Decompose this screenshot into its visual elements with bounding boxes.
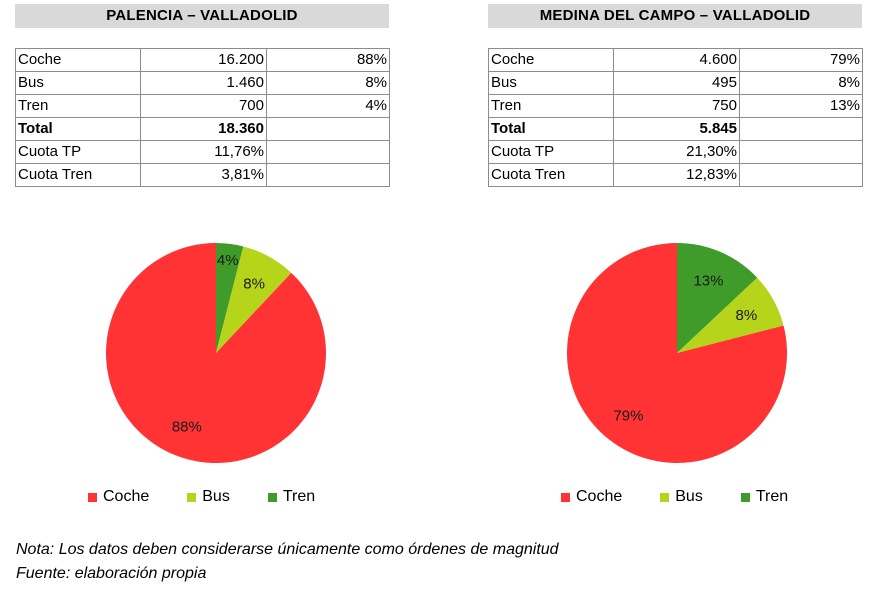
pie-chart-medina: 13% 8% 79%	[567, 243, 787, 463]
table-cell: 1.460	[140, 71, 267, 95]
table-cell	[739, 140, 863, 164]
chart-legend: Coche Bus Tren	[88, 488, 353, 506]
chart-legend: Coche Bus Tren	[561, 488, 826, 506]
legend-item-tren: Tren	[267, 488, 316, 506]
table-cell: Bus	[488, 71, 614, 95]
pie-slice-bus	[677, 277, 784, 353]
table-cell: 11,76%	[140, 140, 267, 164]
table-cell: 21,30%	[613, 140, 740, 164]
pie-data-label: 4%	[217, 252, 239, 269]
table-cell: 8%	[739, 71, 863, 95]
legend-swatch	[267, 492, 277, 502]
table-cell: Total	[488, 117, 614, 141]
table-cell: Bus	[15, 71, 141, 95]
table-cell: Cuota TP	[488, 140, 614, 164]
legend-item-bus: Bus	[660, 488, 703, 506]
legend-label: Coche	[103, 488, 150, 505]
table-cell	[266, 117, 390, 141]
footnote-note: Nota: Los datos deben considerarse única…	[16, 541, 559, 558]
table-row: Cuota Tren 3,81%	[15, 163, 390, 187]
data-table: Coche 4.600 79% Bus 495 8% Tren 750 13% …	[488, 48, 863, 187]
table-cell: 4.600	[613, 48, 740, 72]
footnote-source: Fuente: elaboración propia	[16, 565, 207, 582]
table-cell: 79%	[739, 48, 863, 72]
table-row: Tren 700 4%	[15, 94, 390, 118]
pie-data-label: 8%	[736, 307, 758, 324]
table-row: Cuota TP 11,76%	[15, 140, 390, 164]
table-row-total: Total 5.845	[488, 117, 863, 141]
table-cell: Tren	[15, 94, 141, 118]
table-cell: 16.200	[140, 48, 267, 72]
table-row: Cuota TP 21,30%	[488, 140, 863, 164]
table-cell: 8%	[266, 71, 390, 95]
pie-slice-bus	[216, 246, 292, 353]
table-row: Bus 495 8%	[488, 71, 863, 95]
chart-title: MEDINA DEL CAMPO – VALLADOLID	[488, 4, 862, 28]
pie-data-label: 88%	[172, 419, 202, 436]
pie-data-label: 13%	[693, 272, 723, 289]
legend-item-coche: Coche	[561, 488, 622, 506]
pie-chart-palencia: 4%8% 88%	[106, 243, 327, 463]
legend-item-coche: Coche	[88, 488, 149, 506]
table-row: Tren 750 13%	[488, 94, 863, 118]
legend-item-bus: Bus	[187, 488, 230, 506]
table-cell: 4%	[266, 94, 390, 118]
table-cell: 495	[613, 71, 740, 95]
legend-label: Bus	[202, 488, 230, 505]
pie-data-label: 79%	[613, 408, 643, 425]
table-cell: 5.845	[613, 117, 740, 141]
table-cell: Coche	[15, 48, 141, 72]
table-row: Cuota Tren 12,83%	[488, 163, 863, 187]
table-cell: 3,81%	[140, 163, 267, 187]
table-cell: 12,83%	[613, 163, 740, 187]
legend-label: Bus	[675, 488, 703, 505]
table-row: Bus 1.460 8%	[15, 71, 390, 95]
legend-label: Coche	[576, 488, 623, 505]
legend-swatch	[187, 492, 197, 502]
legend-swatch	[88, 492, 97, 502]
table-cell: Total	[15, 117, 141, 141]
table-cell: 13%	[739, 94, 863, 118]
table-cell: Tren	[488, 94, 614, 118]
legend-label: Tren	[755, 488, 789, 505]
table-cell: Cuota Tren	[488, 163, 614, 187]
table-row: Coche 4.600 79%	[488, 48, 863, 72]
table-cell: 700	[140, 94, 267, 118]
table-row: Coche 16.200 88%	[15, 48, 390, 72]
legend-item-tren: Tren	[740, 488, 789, 506]
chart-title: PALENCIA – VALLADOLID	[15, 4, 389, 28]
pie-slice-coche	[106, 243, 327, 463]
legend-label: Tren	[282, 488, 316, 505]
table-cell: 88%	[266, 48, 390, 72]
table-cell: Coche	[488, 48, 614, 72]
table-cell	[739, 117, 863, 141]
legend-swatch	[740, 492, 750, 502]
table-cell: 750	[613, 94, 740, 118]
pie-slice-tren	[677, 243, 758, 353]
data-table: Coche 16.200 88% Bus 1.460 8% Tren 700 4…	[15, 48, 390, 187]
table-cell	[266, 163, 390, 187]
table-cell: 18.360	[140, 117, 267, 141]
table-cell	[739, 163, 863, 187]
legend-swatch	[660, 492, 670, 502]
pie-data-label: 8%	[243, 276, 265, 293]
table-row-total: Total 18.360	[15, 117, 390, 141]
legend-swatch	[561, 492, 570, 502]
pie-slice-coche	[567, 243, 787, 463]
table-cell	[266, 140, 390, 164]
table-cell: Cuota TP	[15, 140, 141, 164]
pie-slice-tren	[216, 243, 244, 353]
table-cell: Cuota Tren	[15, 163, 141, 187]
